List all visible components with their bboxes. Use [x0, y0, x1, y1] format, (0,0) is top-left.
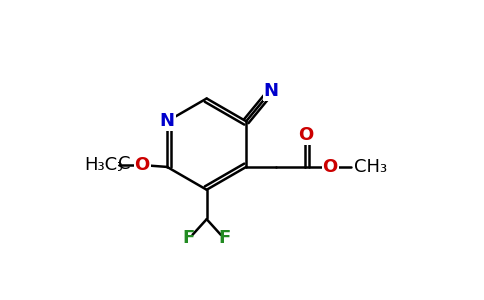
Text: F: F — [183, 229, 195, 247]
Text: N: N — [264, 82, 279, 100]
Text: H₃C: H₃C — [84, 157, 117, 175]
Text: F: F — [218, 229, 230, 247]
Text: 3: 3 — [114, 161, 122, 174]
Text: O: O — [322, 158, 338, 176]
Text: CH₃: CH₃ — [354, 158, 387, 176]
Text: N: N — [160, 112, 175, 130]
Text: H: H — [99, 155, 113, 173]
Text: O: O — [135, 157, 150, 175]
Text: O: O — [298, 126, 314, 144]
Text: C: C — [118, 155, 131, 173]
